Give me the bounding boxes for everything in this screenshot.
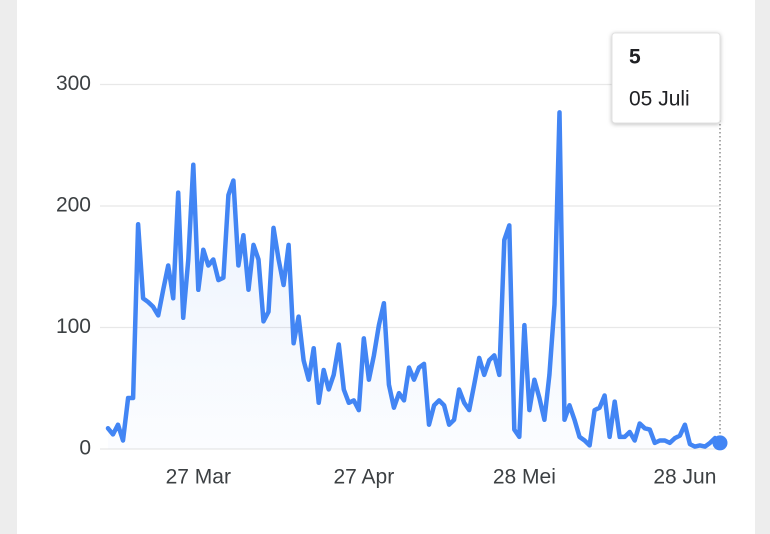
x-tick-label: 27 Apr xyxy=(333,466,394,489)
y-tick-label: 200 xyxy=(56,194,91,217)
x-tick-label: 27 Mar xyxy=(166,466,231,489)
y-tick-label: 0 xyxy=(79,437,91,460)
y-tick-label: 100 xyxy=(56,315,91,338)
x-tick-label: 28 Mei xyxy=(493,466,556,489)
tooltip xyxy=(611,32,721,124)
area xyxy=(108,112,720,450)
line xyxy=(105,110,723,449)
hover-point xyxy=(712,435,728,451)
y-tick-label: 300 xyxy=(56,72,91,95)
tooltip-date: 05 Juli xyxy=(629,88,690,111)
tooltip-value: 5 xyxy=(629,46,641,69)
x-tick-label: 28 Jun xyxy=(653,466,716,489)
